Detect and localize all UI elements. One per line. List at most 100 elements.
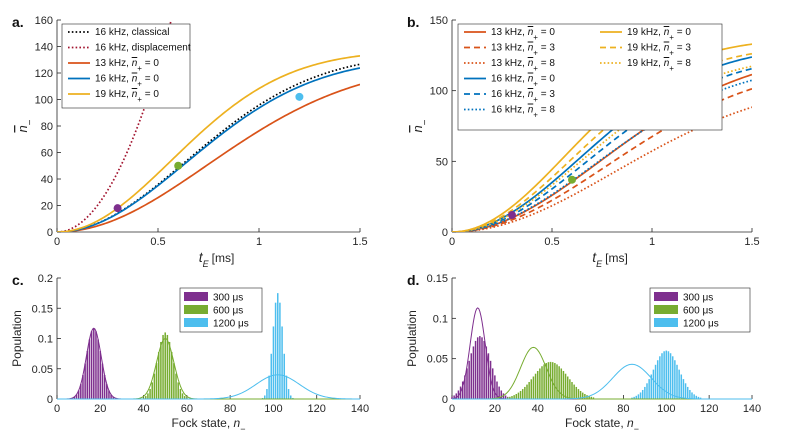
y-tick-label: 0.1 [38,334,53,346]
histogram-bar [558,366,560,399]
histogram-bar [506,397,509,399]
histogram-bar [179,388,182,399]
panel-c: c. 0 20 40 60 80 100 120 140 0 0.05 0.1 0.15 0.2 Fock … [10,272,369,434]
y-tick-label: 40 [41,174,53,186]
histogram-bar [483,340,485,399]
x-axis-label: Fock state, n− [172,416,246,434]
histogram-bar [112,396,115,399]
histogram-bar [82,374,84,399]
histogram-bar [283,353,285,399]
y-axis-label: n− [15,119,36,132]
histogram-bar [175,373,177,399]
histogram-bar [571,382,573,399]
histogram-bar [588,396,590,399]
histogram-bar [88,339,91,399]
histogram-bar [530,379,533,399]
histogram-bar [534,373,537,399]
histogram-bar [110,394,112,399]
histogram-bar [549,361,552,399]
legend-swatch [184,292,208,301]
histogram-bar [517,392,520,399]
histogram-bar [519,390,522,399]
histogram-bar [689,389,691,399]
legend-label: 13 kHz, n+ = 8 [491,58,555,73]
histogram-bar [268,375,270,399]
histogram-bar [464,375,466,399]
histogram-bar [528,382,530,399]
legend-box [457,23,723,131]
x-tick-label: 120 [308,403,326,415]
histogram-bar [277,293,279,400]
y-tick-label: 0 [442,227,448,239]
histogram-bar [485,346,488,399]
histogram-bar [631,397,633,399]
x-tick-label: 1.5 [744,236,759,248]
histogram-bar [562,370,565,399]
x-tick-label: 100 [657,403,675,415]
x-tick-label: 80 [224,403,236,415]
x-tick-label: 80 [617,403,629,415]
y-axis-label: Population [10,310,24,367]
legend-label: 16 kHz, displacement [95,43,191,54]
histogram-bar [279,302,281,399]
legend-label: 19 kHz, n+ = 3 [627,43,691,58]
histogram-bar [487,353,490,399]
x-tick-label: 40 [137,403,149,415]
legend-label: 19 kHz, n+ = 0 [95,89,159,104]
histogram-bar [494,375,496,399]
y-tick-label: 120 [35,68,53,80]
histogram-bar [695,395,698,399]
histogram-bar [581,392,584,399]
legend-label: 16 kHz, n+ = 8 [491,105,555,120]
histogram-bar [504,395,507,399]
panel-d: d. 0 20 40 60 80 100 120 140 0 0.05 0.1 0.15 Fock sta… [405,272,761,434]
legend-label: 16 kHz, n+ = 3 [491,89,555,104]
histogram-bar [261,397,264,399]
histogram-bar [147,393,149,399]
data-marker-1 [113,204,122,213]
histogram-bar [646,383,648,399]
legend-label: 19 kHz, n+ = 0 [627,27,691,42]
panel-label: a. [12,14,24,30]
histogram-bar [521,389,524,399]
y-tick-label: 80 [41,121,53,133]
histogram-bar [661,353,663,399]
y-tick-label: 50 [436,156,448,168]
histogram-bar [170,351,173,399]
y-tick-label: 0 [47,227,53,239]
y-tick-label: 140 [35,42,53,54]
histogram-bar [663,351,665,399]
x-axis-label: tE [ms] [592,249,628,269]
histogram-bar [173,363,175,399]
legend-label: 19 kHz, n+ = 8 [627,58,691,73]
x-tick-label: 1 [649,236,655,248]
histogram-bar [526,384,528,399]
histogram-bar [103,374,106,399]
histogram-bar [669,353,672,399]
histogram-bar [90,331,93,399]
histogram-bar [697,396,700,399]
histogram-bar [108,390,110,399]
panel-label: d. [407,272,419,288]
histogram-bar [637,394,640,399]
legend-label: 16 kHz, classical [95,27,169,38]
histogram-bar [292,397,294,399]
histogram-bar [659,356,661,399]
legend-swatch [654,305,678,314]
histogram-bar [676,364,678,399]
x-tick-label: 120 [700,403,718,415]
y-tick-label: 0.1 [433,313,448,325]
histogram-bar [524,386,526,399]
y-tick-label: 0 [47,394,53,406]
x-tick-label: 0 [54,236,60,248]
histogram-bar [590,396,593,399]
histogram-bar [584,393,586,399]
histogram-bar [80,384,82,399]
histogram-bar [264,395,266,399]
y-tick-label: 100 [430,86,448,98]
legend-label: 13 kHz, n+ = 0 [95,58,159,73]
histogram-bar [532,376,535,399]
histogram-bar [500,390,503,399]
y-tick-label: 0.05 [427,354,448,366]
histogram-bar [579,390,582,399]
